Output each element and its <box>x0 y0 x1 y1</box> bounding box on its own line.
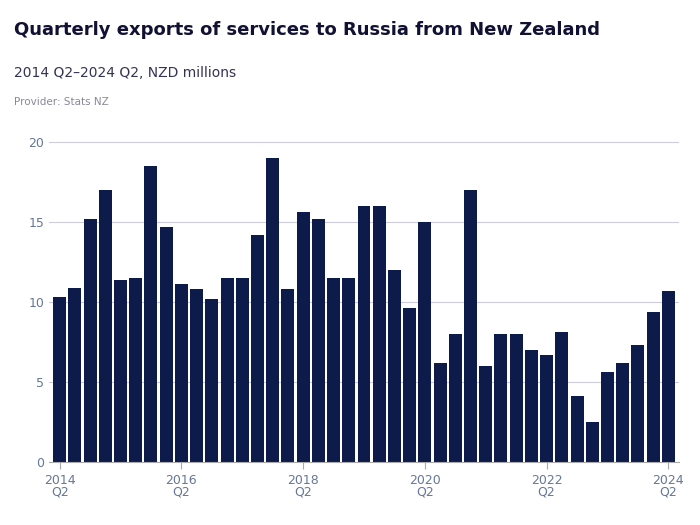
Bar <box>175 285 188 462</box>
Bar <box>130 278 142 462</box>
Bar <box>525 350 538 462</box>
Bar <box>662 291 675 462</box>
Bar <box>540 355 553 462</box>
Bar <box>83 219 97 462</box>
Bar <box>220 278 234 462</box>
Bar <box>647 312 659 462</box>
Bar <box>510 334 523 462</box>
Bar <box>480 366 492 462</box>
Text: 2014 Q2–2024 Q2, NZD millions: 2014 Q2–2024 Q2, NZD millions <box>14 66 236 80</box>
Bar <box>251 235 264 462</box>
Bar <box>464 190 477 462</box>
Bar <box>99 190 112 462</box>
Bar <box>616 363 629 462</box>
Bar <box>570 396 584 462</box>
Bar <box>342 278 355 462</box>
Bar <box>281 289 295 462</box>
Bar <box>433 363 447 462</box>
Bar <box>236 278 248 462</box>
Bar <box>69 288 81 462</box>
Bar <box>53 297 66 462</box>
Bar <box>449 334 462 462</box>
Bar <box>555 332 568 462</box>
Bar <box>205 299 218 462</box>
Text: figure.nz: figure.nz <box>559 23 650 40</box>
Text: Provider: Stats NZ: Provider: Stats NZ <box>14 97 108 107</box>
Bar <box>388 270 401 462</box>
Bar <box>190 289 203 462</box>
Text: Quarterly exports of services to Russia from New Zealand: Quarterly exports of services to Russia … <box>14 21 600 39</box>
Bar <box>312 219 325 462</box>
Bar <box>266 158 279 462</box>
Bar <box>601 372 614 462</box>
Bar <box>114 280 127 462</box>
Bar <box>403 308 416 462</box>
Bar <box>494 334 508 462</box>
Bar <box>327 278 340 462</box>
Bar <box>358 206 370 462</box>
Bar <box>419 222 431 462</box>
Bar <box>160 227 173 462</box>
Bar <box>372 206 386 462</box>
Bar <box>631 345 645 462</box>
Bar <box>297 213 309 462</box>
Bar <box>144 166 158 462</box>
Bar <box>586 422 598 462</box>
